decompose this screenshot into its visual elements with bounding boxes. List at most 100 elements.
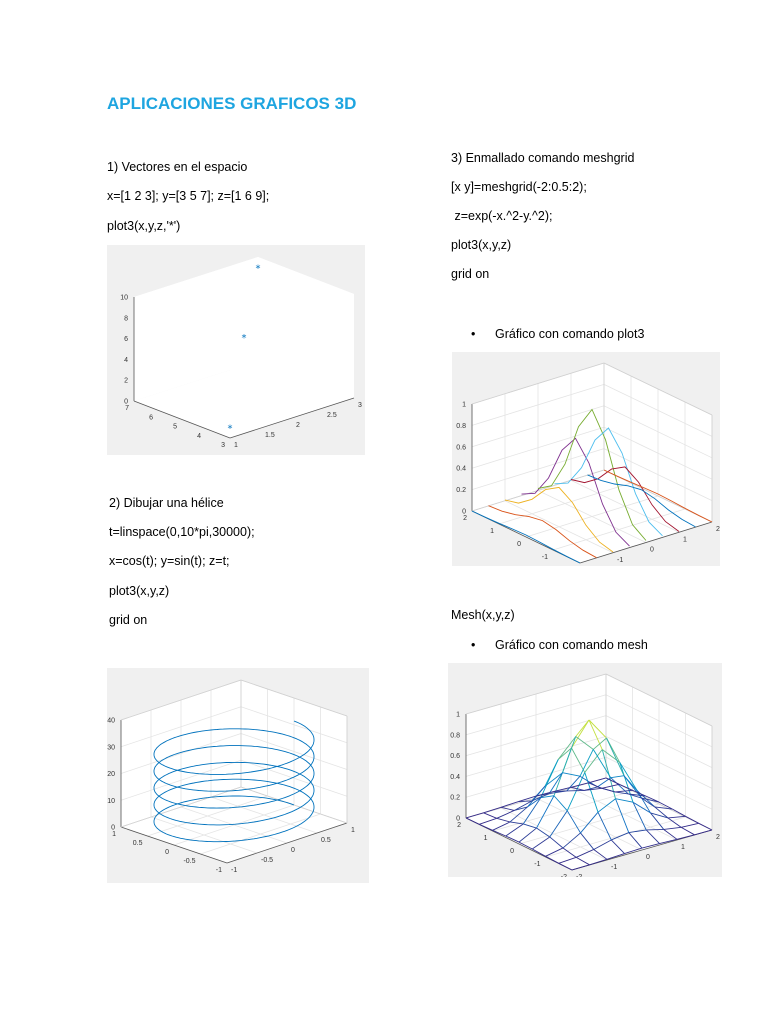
tick-label: 2 <box>124 378 128 385</box>
mesh-edge <box>548 772 563 794</box>
mesh-edge <box>500 801 519 808</box>
mesh-edge <box>553 786 572 792</box>
grid-line <box>465 694 607 736</box>
mesh-edge <box>483 812 497 819</box>
mesh-edge <box>492 821 511 831</box>
tick-label: -2 <box>561 874 567 877</box>
tick-label: 0.5 <box>133 840 143 847</box>
section1-line: plot3(x,y,z,'*') <box>107 219 181 233</box>
mesh-edge <box>483 806 502 814</box>
mesh-edge <box>562 832 581 849</box>
mesh-edge <box>632 789 646 797</box>
mesh-edge <box>667 815 686 819</box>
mesh-edge <box>575 719 590 737</box>
mesh-edge <box>562 736 577 773</box>
grid-line <box>605 694 713 748</box>
bullet-dot: • <box>471 638 476 652</box>
mesh-edge <box>611 832 629 841</box>
section2-line: t=linspace(0,10*pi,30000); <box>109 525 255 539</box>
tick-label: 2.5 <box>327 412 337 419</box>
box-face <box>134 257 354 438</box>
box-edge <box>471 362 605 405</box>
plot3-column-line <box>554 427 663 537</box>
tick-label: 2 <box>716 834 720 841</box>
tick-label: 3 <box>221 442 225 449</box>
page-title: APLICACIONES GRAFICOS 3D <box>107 94 357 113</box>
mesh-edge <box>479 823 493 831</box>
mesh-edge <box>641 797 656 808</box>
tick-label: 0.8 <box>450 732 460 739</box>
plot3-column-line <box>603 469 713 523</box>
grid-line <box>471 426 605 469</box>
tick-label: -1 <box>611 864 617 871</box>
box-edge <box>605 673 713 727</box>
tick-label: 4 <box>124 357 128 364</box>
mesh-edge <box>619 762 638 791</box>
grid-line <box>603 405 713 459</box>
tick-label: 0 <box>510 848 514 855</box>
mesh-edge <box>588 777 607 784</box>
mesh-edge <box>518 795 537 802</box>
box-edge <box>240 679 348 717</box>
section3-heading: 3) Enmallado comando meshgrid <box>451 151 635 165</box>
mesh-edge <box>545 855 559 864</box>
mesh-edge <box>614 789 633 793</box>
tick-label: 2 <box>716 526 720 533</box>
data-point-marker: * <box>242 333 247 344</box>
mesh-edge <box>571 719 590 749</box>
mesh-edge <box>597 798 616 813</box>
grid-line <box>603 384 713 437</box>
grid-line <box>605 736 713 789</box>
mesh-edge <box>558 862 573 871</box>
tick-label: 7 <box>125 405 129 412</box>
tick-label: 20 <box>107 771 115 778</box>
box-edge <box>120 786 242 828</box>
tick-label: 40 <box>107 718 115 725</box>
grid-line <box>603 426 713 480</box>
mesh-edge <box>623 775 642 799</box>
mesh-edge <box>532 848 546 857</box>
grid-line <box>147 795 268 837</box>
mesh-edge <box>505 823 524 837</box>
mesh-edge <box>531 785 546 802</box>
tick-label: 6 <box>124 336 128 343</box>
grid-line <box>518 803 660 845</box>
mesh-edge <box>557 747 572 760</box>
mesh-edge <box>632 802 647 831</box>
bullet-mesh: • Gráfico con comando mesh <box>471 637 648 653</box>
mesh-edge <box>624 847 643 854</box>
tick-label: -0.5 <box>261 857 273 864</box>
mesh-edge <box>509 806 528 823</box>
mesh-edge <box>685 815 699 824</box>
helix-line <box>153 720 315 843</box>
tick-label: 1 <box>490 528 494 535</box>
mesh-edge <box>500 806 515 811</box>
grid-line <box>603 448 713 501</box>
tick-label: -1 <box>231 867 237 874</box>
tick-label: 0.4 <box>450 774 460 781</box>
mesh-edge <box>619 762 634 803</box>
mesh-edge <box>531 793 550 802</box>
tick-label: 0 <box>646 854 650 861</box>
bullet-dot: • <box>471 327 476 341</box>
tick-label: 30 <box>107 744 115 751</box>
mesh-edge <box>592 737 607 750</box>
mesh-edge <box>536 795 555 829</box>
mesh-edge <box>479 817 497 825</box>
tick-label: 1 <box>234 442 238 449</box>
grid-line <box>120 733 242 774</box>
mesh-edge <box>570 786 585 791</box>
mesh-edge <box>597 812 612 841</box>
mesh-edge <box>523 823 537 829</box>
tick-label: 0 <box>462 509 466 516</box>
tick-label: 2 <box>296 422 300 429</box>
mesh-edge <box>549 810 568 838</box>
mesh-edge <box>570 782 589 788</box>
mesh-edge <box>562 847 577 858</box>
tick-label: 2 <box>463 515 467 522</box>
mesh-edge <box>650 812 669 819</box>
grid-line <box>465 756 607 798</box>
mesh-edge <box>619 783 633 791</box>
section2-line: x=cos(t); y=sin(t); z=t; <box>109 554 230 568</box>
